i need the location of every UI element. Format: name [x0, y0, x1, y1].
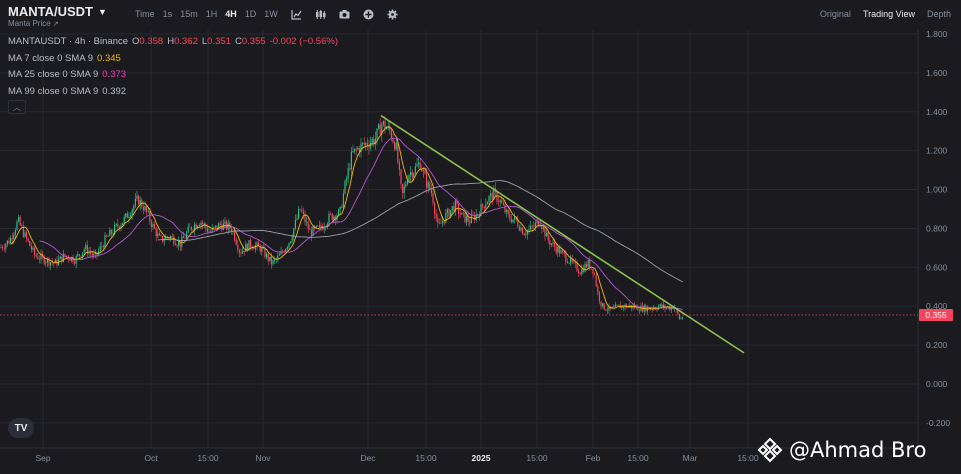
ma7-line: [10, 126, 683, 314]
interval-1d[interactable]: 1D: [244, 9, 257, 19]
y-tick-label: 1.600: [926, 68, 948, 78]
interval-time[interactable]: Time: [135, 9, 155, 19]
legend-title: MANTAUSDT · 4h · Binance: [8, 36, 129, 47]
binance-logo-icon: [757, 437, 783, 463]
top-toolbar: MANTA/USDT ▼ Manta Price ↗ Time 1s 15m 1H 4H…: [0, 0, 961, 30]
chart-tools: [290, 8, 398, 20]
tradingview-logo[interactable]: TV: [8, 418, 34, 438]
x-tick-label: 2025: [472, 453, 491, 463]
interval-1s[interactable]: 1s: [162, 9, 173, 19]
open-key: O: [132, 36, 140, 47]
candles: [0, 116, 684, 320]
legend-collapse-button[interactable]: ︿: [8, 100, 26, 114]
y-tick-label: 0.800: [926, 223, 948, 233]
ma25-value: 0.373: [102, 69, 127, 80]
ma99-line: [157, 180, 683, 283]
add-icon[interactable]: [362, 8, 374, 20]
low-value: 0.351: [207, 36, 231, 47]
interval-4h[interactable]: 4H: [225, 9, 237, 19]
last-price-tag: 0.355: [919, 308, 953, 321]
ma25-row[interactable]: MA 25 close 0 SMA 9 0.373: [8, 67, 338, 84]
x-tick-label: Feb: [586, 453, 601, 463]
ma99-label: MA 99 close 0 SMA 9: [8, 85, 99, 97]
symbol-subtitle-text: Manta Price: [8, 19, 51, 28]
chevron-up-icon: ︿: [13, 102, 21, 112]
symbol-selector[interactable]: MANTA/USDT ▼: [8, 4, 107, 19]
y-tick-label: 0.200: [926, 340, 948, 350]
x-tick-label: 15:00: [737, 453, 759, 463]
ma7-row[interactable]: MA 7 close 0 SMA 9 0.345: [8, 51, 338, 68]
y-tick-label: 1.800: [926, 29, 948, 39]
ma99-value: 0.392: [102, 85, 127, 97]
x-tick-label: 15:00: [197, 453, 219, 463]
settings-icon[interactable]: [386, 8, 398, 20]
high-key: H: [167, 36, 175, 47]
view-selector: Original Trading View Depth: [820, 9, 951, 19]
interval-selector: Time 1s 15m 1H 4H 1D 1W: [131, 9, 282, 19]
symbol-name: MANTA/USDT: [8, 4, 93, 19]
ohlc-row: MANTAUSDT · 4h · Binance O0.358 H0.362 L…: [8, 34, 338, 51]
screenshot-icon[interactable]: [338, 8, 350, 20]
x-tick-label: Dec: [360, 453, 376, 463]
y-tick-label: 0.000: [926, 379, 948, 389]
external-link-icon[interactable]: ↗: [52, 20, 59, 28]
y-tick-label: 1.000: [926, 185, 948, 195]
view-original[interactable]: Original: [819, 9, 851, 19]
ma25-label: MA 25 close 0 SMA 9: [8, 69, 99, 80]
open-value: 0.358: [139, 36, 164, 47]
trendline[interactable]: [380, 114, 745, 354]
low-key: L: [201, 36, 208, 47]
y-tick-label: -0.200: [926, 418, 950, 428]
watermark: @Ahmad Bro: [757, 437, 926, 463]
x-tick-label: Mar: [683, 453, 698, 463]
watermark-text: @Ahmad Bro: [789, 438, 927, 462]
close-value: 0.355: [241, 36, 266, 47]
candle-type-icon[interactable]: [314, 8, 326, 20]
chart-legend: MANTAUSDT · 4h · Binance O0.358 H0.362 L…: [8, 34, 338, 100]
ma25-line: [39, 137, 683, 310]
y-tick-label: 0.400: [926, 301, 948, 311]
x-tick-label: 15:00: [526, 453, 548, 463]
ma7-label: MA 7 close 0 SMA 9: [8, 52, 94, 64]
indicator-icon[interactable]: [290, 8, 302, 20]
x-tick-label: Nov: [255, 453, 271, 463]
y-tick-label: 0.600: [926, 262, 948, 272]
x-tick-label: Oct: [144, 453, 158, 463]
ma7-value: 0.345: [97, 52, 121, 64]
x-tick-label: 15:00: [627, 453, 649, 463]
close-key: C: [234, 36, 242, 47]
ma99-row[interactable]: MA 99 close 0 SMA 9 0.392: [8, 84, 338, 101]
x-tick-label: 15:00: [415, 453, 437, 463]
interval-1w[interactable]: 1W: [264, 9, 278, 19]
high-value: 0.362: [174, 36, 198, 47]
symbol-subtitle: Manta Price ↗: [8, 19, 59, 28]
x-tick-label: Sep: [35, 453, 50, 463]
interval-15m[interactable]: 15m: [180, 9, 198, 19]
view-depth[interactable]: Depth: [926, 9, 951, 19]
view-trading-view[interactable]: Trading View: [862, 9, 915, 19]
change-value: -0.002 (−0.56%): [269, 36, 338, 47]
interval-1h[interactable]: 1H: [205, 9, 218, 19]
y-tick-label: 1.200: [926, 146, 948, 156]
y-tick-label: 1.400: [926, 107, 948, 117]
caret-down-icon: ▼: [97, 6, 107, 17]
